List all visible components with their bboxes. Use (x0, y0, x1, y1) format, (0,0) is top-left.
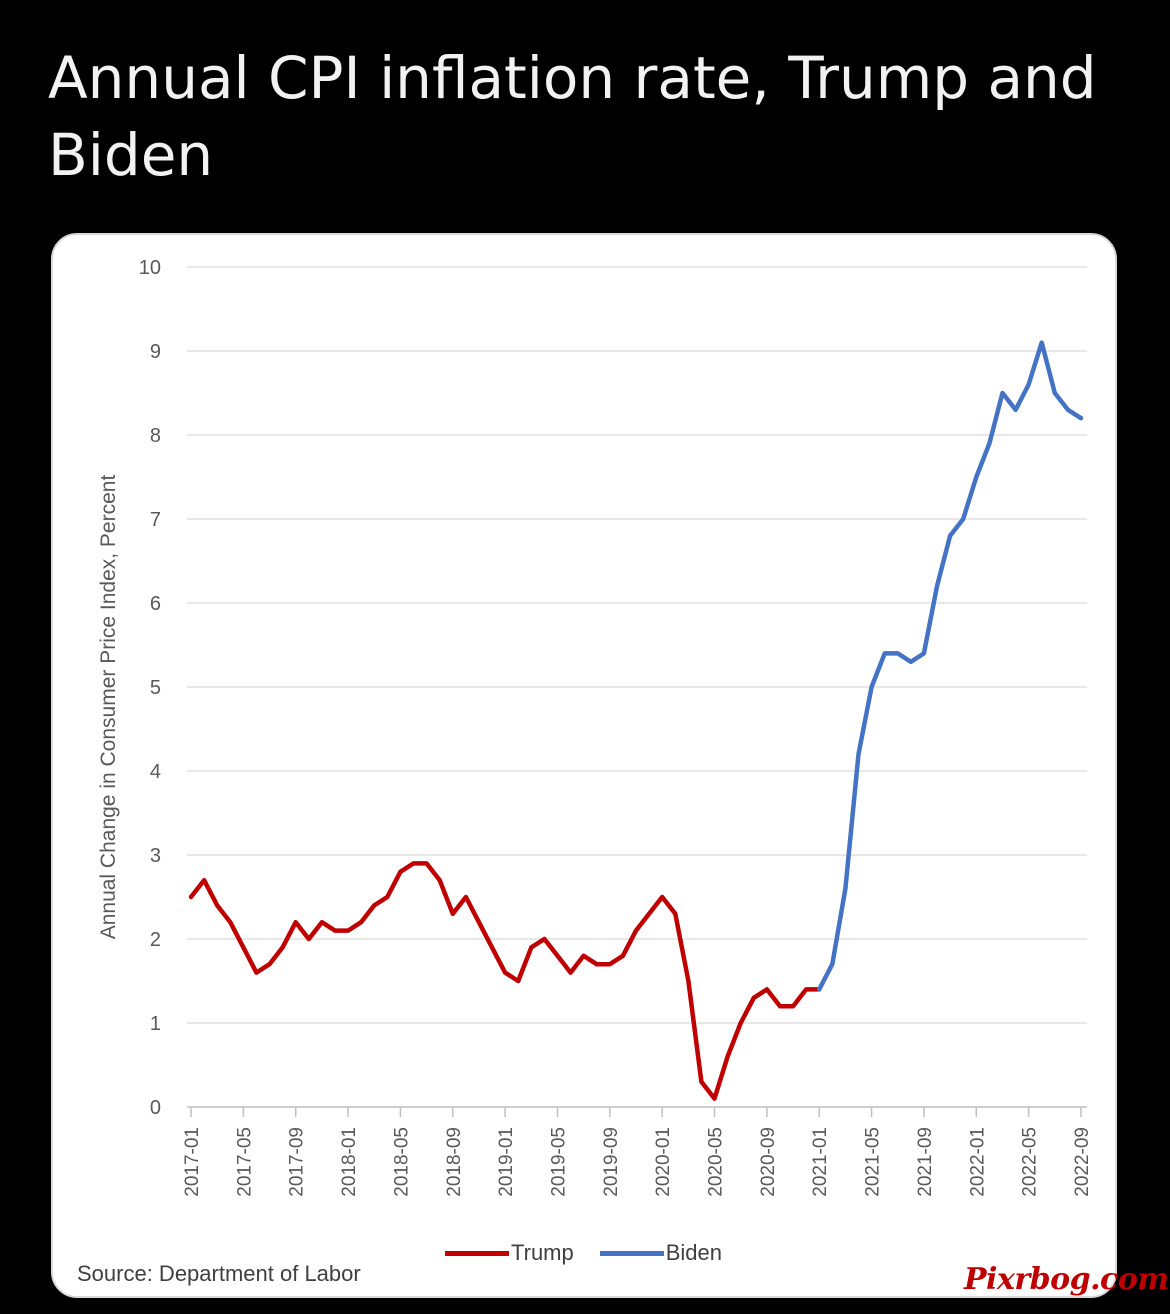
y-tick-label: 7 (150, 509, 161, 531)
x-tick-label: 2017-09 (287, 1127, 308, 1197)
y-tick-label: 0 (150, 1097, 161, 1119)
x-tick-label: 2021-05 (863, 1127, 884, 1197)
y-tick-label: 5 (150, 677, 161, 699)
legend-item-trump: Trump (445, 1240, 574, 1266)
x-tick-label: 2022-05 (1020, 1127, 1041, 1197)
cpi-line-chart: 0 1 2 3 4 5 6 7 8 9 10 2017-01 2017-05 2017-09 2018-0… (97, 257, 1093, 1197)
legend-swatch-biden (599, 1250, 664, 1256)
post-title: Annual CPI inflation rate, Trump and Bid… (48, 44, 1097, 189)
series-line-biden (816, 340, 1084, 992)
x-tick-label: 2017-05 (234, 1127, 255, 1197)
x-tick-label: 2022-01 (967, 1127, 988, 1197)
x-tick-label: 2018-05 (391, 1127, 412, 1197)
x-tick-label: 2019-09 (601, 1127, 622, 1197)
x-tick-label: 2021-09 (915, 1127, 936, 1197)
x-tick-label: 2020-09 (758, 1127, 779, 1197)
x-tick-label: 2020-05 (706, 1127, 727, 1197)
series-line-trump (188, 861, 822, 1101)
legend: Trump Biden (445, 1240, 748, 1266)
x-tick-label: 2022-09 (1072, 1127, 1093, 1197)
y-tick-labels: 0 1 2 3 4 5 6 7 8 9 10 (139, 257, 161, 1119)
source-note: Source: Department of Labor (77, 1261, 361, 1286)
legend-item-biden: Biden (599, 1240, 723, 1266)
watermark-logo: Pixrbog.com (964, 1262, 1169, 1297)
y-tick-label: 3 (150, 845, 161, 867)
x-tick-labels: 2017-01 2017-05 2017-09 2018-01 2018-05 2018-… (182, 1107, 1093, 1197)
x-tick-label: 2019-05 (548, 1127, 569, 1197)
legend-label-trump: Trump (511, 1240, 574, 1265)
y-tick-label: 6 (150, 593, 161, 615)
x-tick-label: 2017-01 (182, 1127, 203, 1197)
x-tick-label: 2019-01 (496, 1127, 517, 1197)
y-tick-label: 1 (150, 1013, 161, 1035)
y-tick-label: 9 (150, 341, 161, 363)
x-tick-label: 2020-01 (653, 1127, 674, 1197)
x-tick-label: 2018-09 (444, 1127, 465, 1197)
legend-label-biden: Biden (665, 1240, 723, 1265)
y-axis-label: Annual Change in Consumer Price Index, P… (97, 475, 120, 940)
y-tick-label: 10 (139, 257, 161, 279)
x-tick-label: 2021-01 (810, 1127, 831, 1197)
x-tick-label: 2018-01 (339, 1127, 360, 1197)
y-tick-label: 4 (150, 761, 161, 783)
y-tick-label: 8 (150, 425, 161, 447)
series-lines (188, 340, 1084, 1101)
y-tick-label: 2 (150, 929, 161, 951)
gridlines (187, 266, 1087, 1024)
chart-card: 0 1 2 3 4 5 6 7 8 9 10 2017-01 2017-05 2017-09 2018-0… (51, 233, 1117, 1298)
legend-swatch-trump (445, 1250, 509, 1256)
